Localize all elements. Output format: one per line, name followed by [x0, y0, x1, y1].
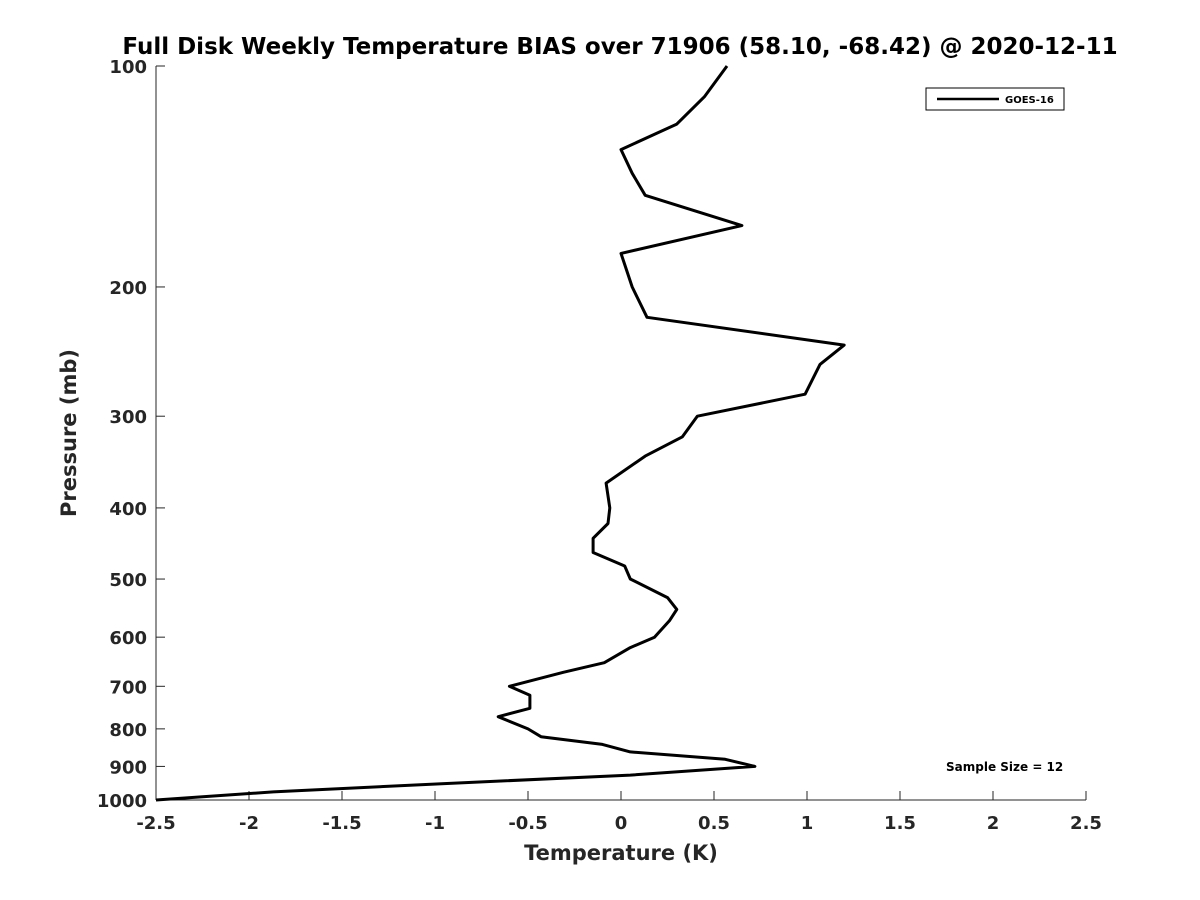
- x-tick-label: -2: [239, 813, 259, 834]
- chart-title: Full Disk Weekly Temperature BIAS over 7…: [122, 34, 1117, 60]
- x-tick-label: 2: [987, 813, 1000, 834]
- x-tick-label: 0: [615, 813, 628, 834]
- y-tick-label: 400: [109, 499, 147, 520]
- sample-size-annotation: Sample Size = 12: [946, 760, 1063, 774]
- y-tick-label: 700: [109, 677, 147, 698]
- x-tick-label: -0.5: [508, 813, 547, 834]
- x-tick-label: 2.5: [1070, 813, 1102, 834]
- x-tick-label: 1.5: [884, 813, 916, 834]
- x-tick-label: -1: [425, 813, 445, 834]
- series-line-goes-16: [155, 65, 846, 802]
- y-tick-label: 900: [109, 757, 147, 778]
- y-tick-label: 100: [109, 57, 147, 78]
- legend-label-goes-16: GOES-16: [1005, 95, 1054, 106]
- x-tick-label: -2.5: [136, 813, 175, 834]
- y-tick-label: 800: [109, 720, 147, 741]
- y-tick-label: 300: [109, 407, 147, 428]
- y-tick-label: 500: [109, 570, 147, 591]
- x-tick-label: 0.5: [698, 813, 730, 834]
- y-tick-label: 600: [109, 628, 147, 649]
- y-axis-ticks: 100 200 300 400 500 600 700 800 900 1000: [97, 57, 165, 812]
- x-tick-label: 1: [801, 813, 814, 834]
- x-axis-ticks: -2.5 -2 -1.5 -1 -0.5 0 0.5 1 1.5 2 2.5: [136, 791, 1102, 834]
- y-axis-label: Pressure (mb): [57, 349, 81, 517]
- y-tick-label: 1000: [97, 791, 147, 812]
- y-tick-label: 200: [109, 278, 147, 299]
- x-tick-label: -1.5: [322, 813, 361, 834]
- x-axis-label: Temperature (K): [524, 841, 718, 865]
- series-layer: [155, 65, 846, 802]
- legend: GOES-16: [925, 87, 1065, 111]
